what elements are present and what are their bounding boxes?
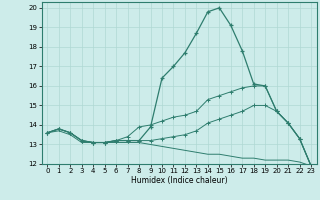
- X-axis label: Humidex (Indice chaleur): Humidex (Indice chaleur): [131, 176, 228, 185]
